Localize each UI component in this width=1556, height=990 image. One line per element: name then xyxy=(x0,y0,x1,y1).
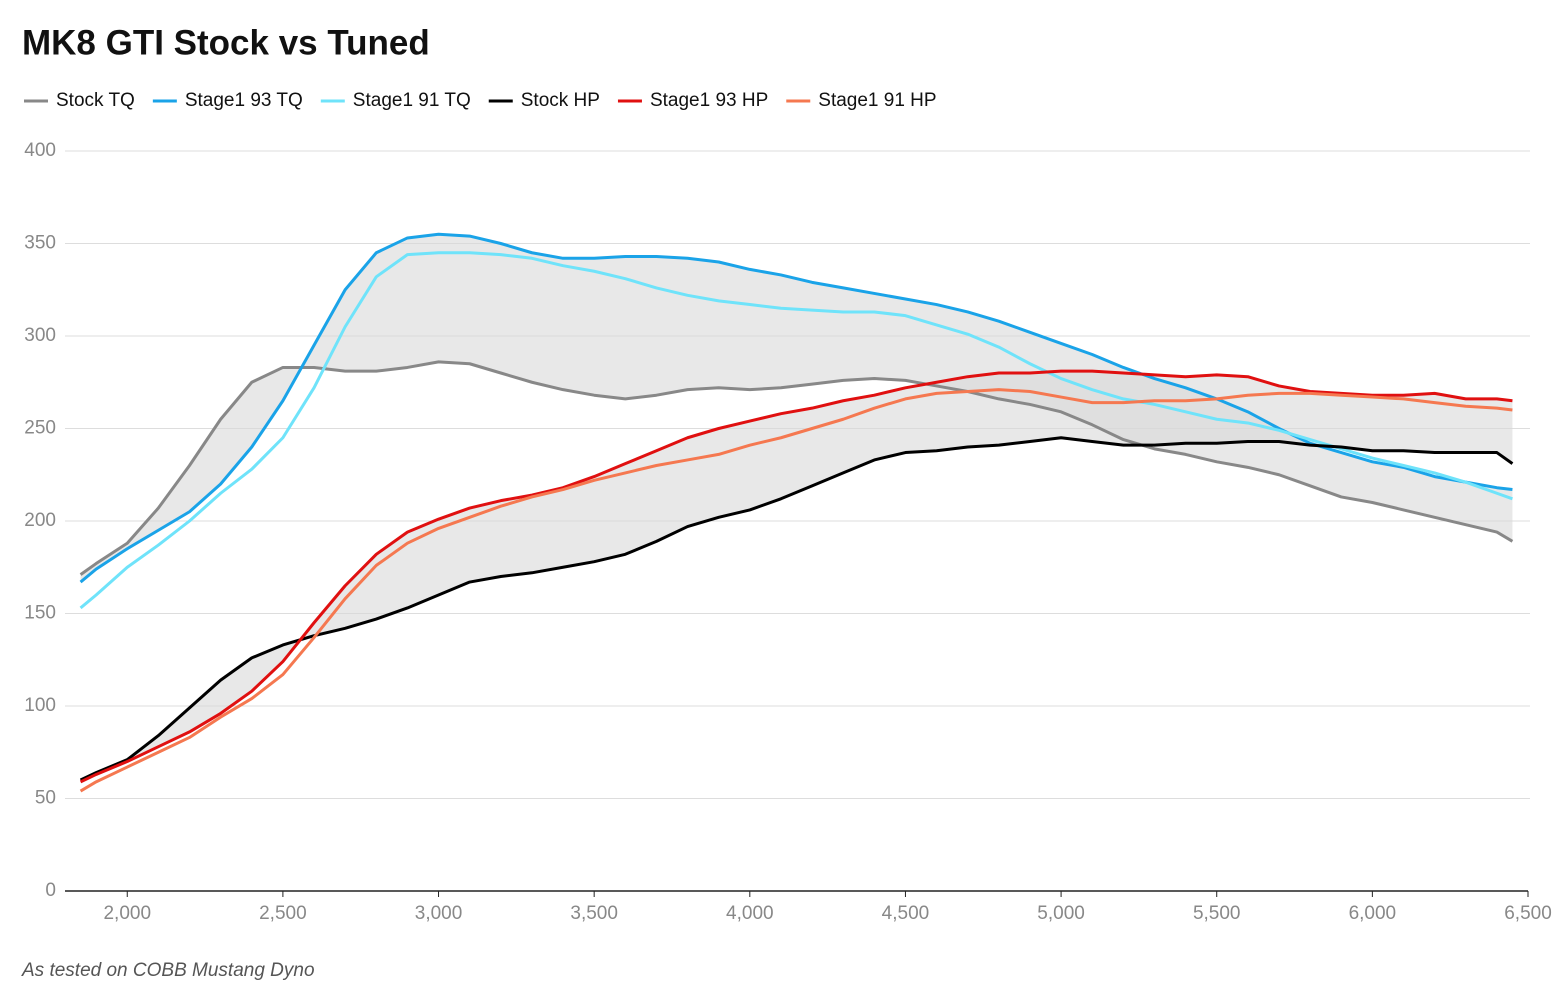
x-tick-label: 5,000 xyxy=(1037,903,1085,924)
series-line xyxy=(79,251,1513,610)
x-tick-label: 3,500 xyxy=(570,903,618,924)
legend-label: Stock TQ xyxy=(56,90,135,111)
x-tick-label: 4,500 xyxy=(882,903,930,924)
x-tick-label: 4,000 xyxy=(726,903,774,924)
y-tick-label: 350 xyxy=(24,233,56,254)
y-tick-label: 250 xyxy=(24,418,56,439)
series-line xyxy=(79,369,1513,784)
y-tick-label: 50 xyxy=(35,788,56,809)
series-line xyxy=(79,388,1513,793)
chart-title: MK8 GTI Stock vs Tuned xyxy=(22,23,430,62)
y-tick-label: 0 xyxy=(45,880,56,901)
legend-label: Stock HP xyxy=(521,90,600,111)
y-tick-label: 300 xyxy=(24,325,56,346)
x-tick-label: 5,500 xyxy=(1193,903,1241,924)
legend-label: Stage1 91 TQ xyxy=(353,90,471,111)
y-tick-label: 200 xyxy=(24,510,56,531)
series-line xyxy=(79,360,1514,576)
y-tick-label: 150 xyxy=(24,603,56,624)
shaded-band xyxy=(80,234,1513,583)
y-tick-label: 400 xyxy=(24,140,56,161)
x-tick-label: 2,500 xyxy=(259,903,307,924)
legend-label: Stage1 91 HP xyxy=(818,90,936,111)
footnote: As tested on COBB Mustang Dyno xyxy=(21,960,315,981)
x-tick-label: 3,000 xyxy=(415,903,463,924)
x-tick-label: 6,500 xyxy=(1504,903,1552,924)
x-tick-label: 2,000 xyxy=(103,903,151,924)
legend-label: Stage1 93 HP xyxy=(650,90,768,111)
y-tick-label: 100 xyxy=(24,695,56,716)
legend-label: Stage1 93 TQ xyxy=(185,90,303,111)
x-tick-label: 6,000 xyxy=(1349,903,1397,924)
series-line xyxy=(79,436,1514,782)
